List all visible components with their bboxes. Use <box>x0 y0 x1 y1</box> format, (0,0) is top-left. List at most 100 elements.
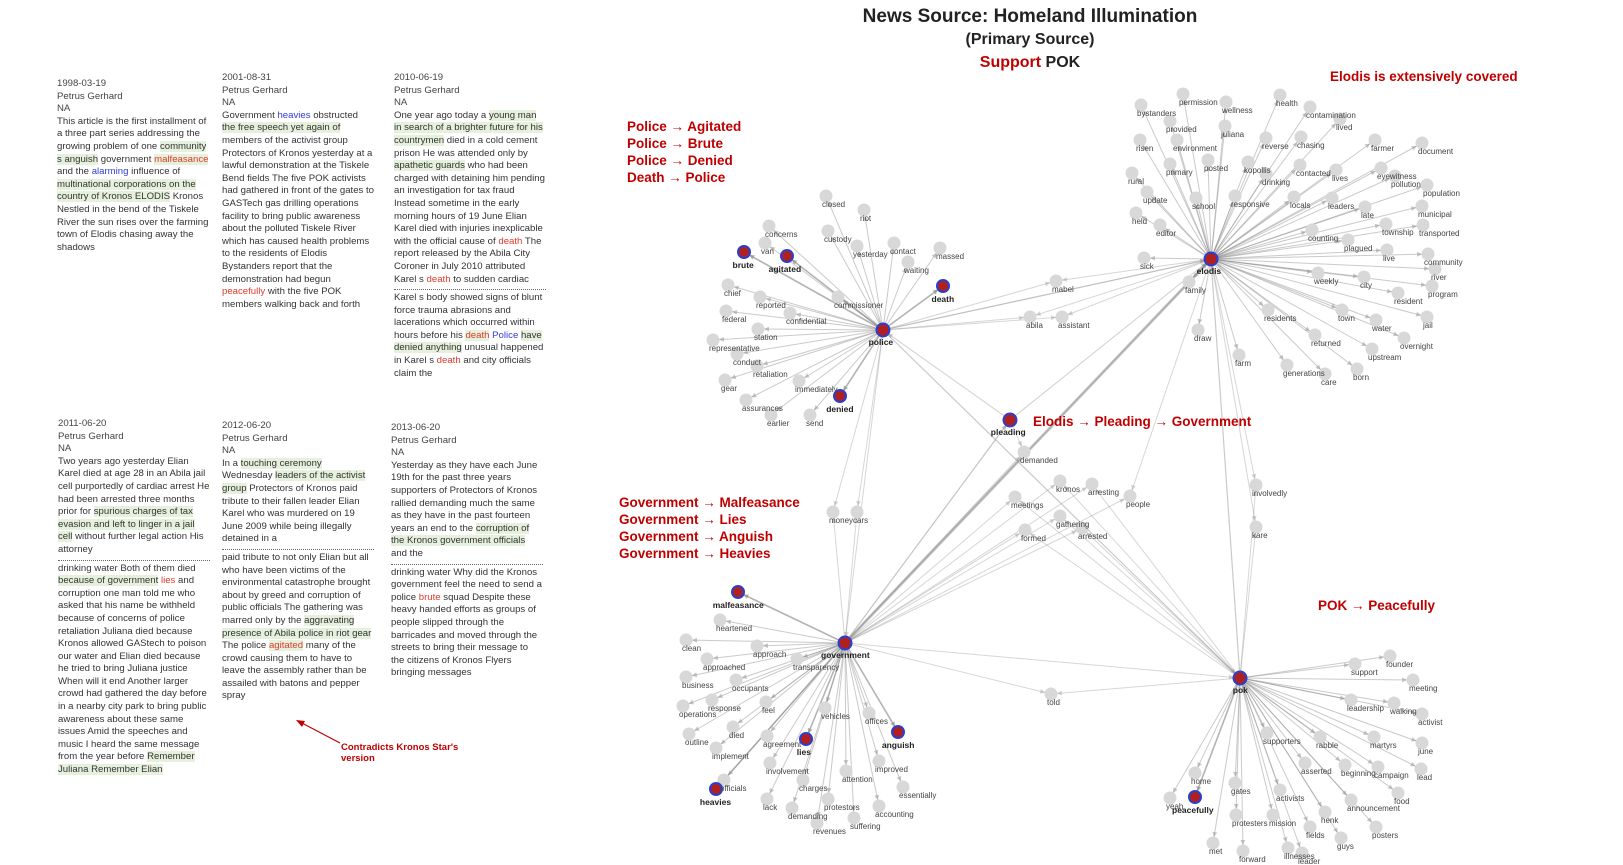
graph-edge-arrow <box>1173 787 1178 793</box>
graph-node-arrested <box>1075 521 1089 535</box>
graph-label-founder: founder <box>1386 660 1413 669</box>
graph-label-farmer: farmer <box>1371 144 1394 153</box>
article-1998: 1998-03-19 Petrus Gerhard NA This article i… <box>57 78 209 254</box>
graph-label-permission: permission <box>1179 98 1218 107</box>
graph-label-risen: risen <box>1136 144 1153 153</box>
graph-node-lack <box>760 792 774 806</box>
graph-node-vehicles <box>818 701 832 715</box>
excerpt-divider <box>58 559 210 561</box>
graph-edge-arrow <box>1164 228 1171 234</box>
graph-label-van: van <box>761 247 774 256</box>
graph-edge <box>1239 677 1423 744</box>
graph-node-mabel <box>1049 274 1063 288</box>
graph-edge-arrow <box>1014 456 1020 462</box>
graph-edge <box>1239 677 1244 852</box>
graph-node-revenues <box>810 816 824 830</box>
graph-node-mission <box>1266 808 1280 822</box>
graph-label-gates: gates <box>1231 787 1251 796</box>
graph-edge <box>1210 258 1240 356</box>
graph-label-assurances: assurances <box>742 404 783 413</box>
graph-edge <box>1091 483 1241 679</box>
article-text-segment: The police <box>222 640 269 652</box>
graph-label-send: send <box>806 419 823 428</box>
graph-label-eyewitness: eyewitness <box>1377 172 1417 181</box>
graph-node-federal <box>719 304 733 318</box>
annotation-police-3: Police → Denied <box>627 153 733 168</box>
article-text-segment: without further legal action His attorne… <box>58 531 204 555</box>
graph-node-told <box>1044 687 1058 701</box>
graph-hub-pok <box>1232 670 1248 686</box>
graph-label-demanded: demanded <box>1020 456 1058 465</box>
graph-node-martyrs <box>1367 730 1381 744</box>
graph-edge <box>1210 224 1424 260</box>
graph-label-activist: activist <box>1418 718 1443 727</box>
graph-hub-police <box>875 322 891 338</box>
graph-edge <box>1239 677 1326 813</box>
graph-edge-arrow <box>1353 208 1360 213</box>
article-text-segment: apathetic guards <box>394 160 465 172</box>
graph-node-meeting <box>1406 673 1420 687</box>
graph-node-chasing <box>1294 130 1308 144</box>
graph-node-juliana <box>1218 119 1232 133</box>
graph-edge <box>825 195 884 331</box>
graph-node-born <box>1350 362 1364 376</box>
graph-edge-arrow <box>816 811 822 818</box>
graph-edge-arrow <box>1201 263 1207 269</box>
graph-edge-arrow <box>694 726 700 731</box>
graph-node-operations <box>676 699 690 713</box>
graph-label-care: care <box>1321 378 1337 387</box>
graph-edge <box>1239 677 1306 764</box>
graph-edge-arrow <box>825 696 831 703</box>
graph-edge-arrow <box>1259 722 1265 728</box>
graph-label-water: water <box>1371 324 1392 333</box>
graph-node-city <box>1357 270 1371 284</box>
graph-label-essentially: essentially <box>899 791 936 800</box>
graph-edge <box>832 329 884 513</box>
graph-edge <box>1239 677 1352 801</box>
graph-edge-arrow <box>1290 169 1296 175</box>
graph-label-generations: generations <box>1283 369 1325 378</box>
article-text-segment: many of the crowd causing them to have t… <box>222 640 367 702</box>
graph-edge <box>1210 249 1388 260</box>
graph-edge <box>1210 258 1365 278</box>
graph-edge-arrow <box>1193 272 1199 278</box>
graph-edge <box>1182 93 1212 260</box>
graph-edge-arrow <box>1240 839 1246 846</box>
graph-edge-arrow <box>762 360 769 366</box>
graph-edge <box>765 642 846 703</box>
graph-label-pollution: pollution <box>1391 180 1421 189</box>
excerpt-divider <box>222 548 374 550</box>
graph-edge <box>769 642 846 764</box>
graph-node-waiting <box>901 255 915 269</box>
article-text-segment: Karel s body showed signs of blunt force… <box>394 292 543 341</box>
graph-edge-arrow <box>1315 364 1321 370</box>
article-date: 2010-06-19 <box>394 72 444 83</box>
article-text-continued: drinking water Both of them died because… <box>58 563 210 777</box>
graph-edge <box>844 642 870 714</box>
graph-label-charges: charges <box>799 784 827 793</box>
graph-edge-arrow <box>769 246 776 252</box>
graph-edge-arrow <box>873 749 879 756</box>
graph-edge <box>685 639 846 644</box>
article-2001: 2001-08-31 Petrus Gerhard NA Government hea… <box>222 72 374 311</box>
graph-edge-arrow <box>1019 500 1026 506</box>
article-2011: 2011-06-20 Petrus Gerhard NA Two years ago … <box>58 418 210 777</box>
article-text-continued: Karel s body showed signs of blunt force… <box>394 292 546 380</box>
article-text-continued: drinking water Why did the Kronos govern… <box>391 567 543 680</box>
graph-label-heartened: heartened <box>716 624 752 633</box>
article-text-segment: touching ceremony <box>240 457 322 469</box>
graph-label-kare: kare <box>1252 531 1268 540</box>
graph-edge-arrow <box>1001 424 1007 431</box>
graph-edge <box>844 419 1011 644</box>
graph-edge <box>1210 258 1316 336</box>
graph-node-concerns <box>762 219 776 233</box>
graph-node-june <box>1415 736 1429 750</box>
graph-node-leader <box>1295 846 1309 860</box>
graph-edge <box>832 511 846 644</box>
graph-edge-arrow <box>890 248 896 255</box>
annotation-police-2: Police → Brute <box>627 136 724 151</box>
graph-node-wellness <box>1219 95 1233 109</box>
graph-label-agreement: agreement <box>763 740 802 749</box>
graph-edge-arrow <box>1233 803 1239 810</box>
